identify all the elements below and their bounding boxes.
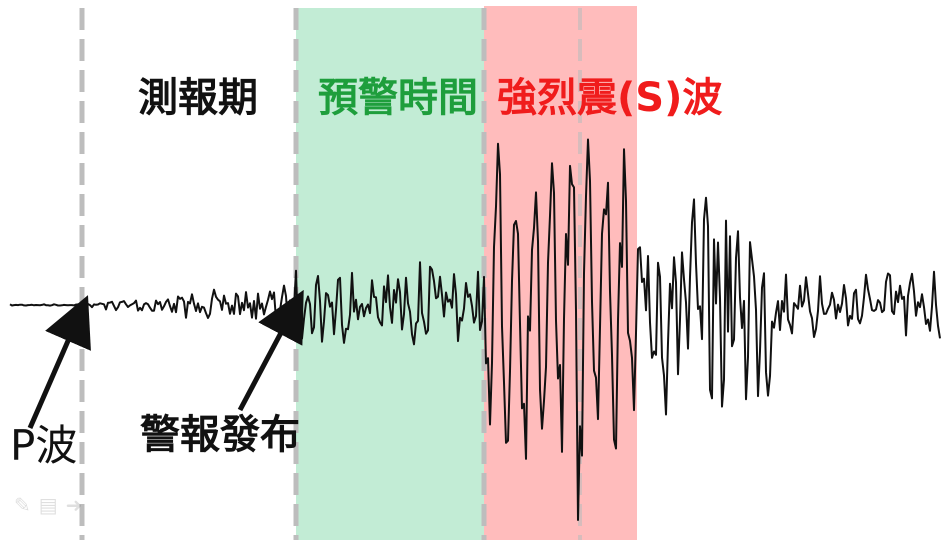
strong-shaking-zone xyxy=(484,6,637,540)
seismic-waveform xyxy=(9,138,941,521)
alert-arrow xyxy=(237,289,304,412)
alert-issued-label: 警報發布 xyxy=(140,412,300,458)
slide-toolbar[interactable]: ✎ ▤ ➜ xyxy=(14,493,82,517)
warning-time-zone xyxy=(296,8,484,540)
page-icon[interactable]: ▤ xyxy=(38,493,58,517)
forward-arrow-icon[interactable]: ➜ xyxy=(65,493,83,517)
monitoring-period-label: 測報期 xyxy=(138,75,258,121)
pencil-icon[interactable]: ✎ xyxy=(14,493,31,517)
warning-time-label: 預警時間 xyxy=(318,75,478,121)
p-wave-arrow xyxy=(27,295,91,429)
p-wave-label: P波 xyxy=(10,421,78,470)
strong-shaking-label: 強烈震(S)波 xyxy=(497,75,723,121)
